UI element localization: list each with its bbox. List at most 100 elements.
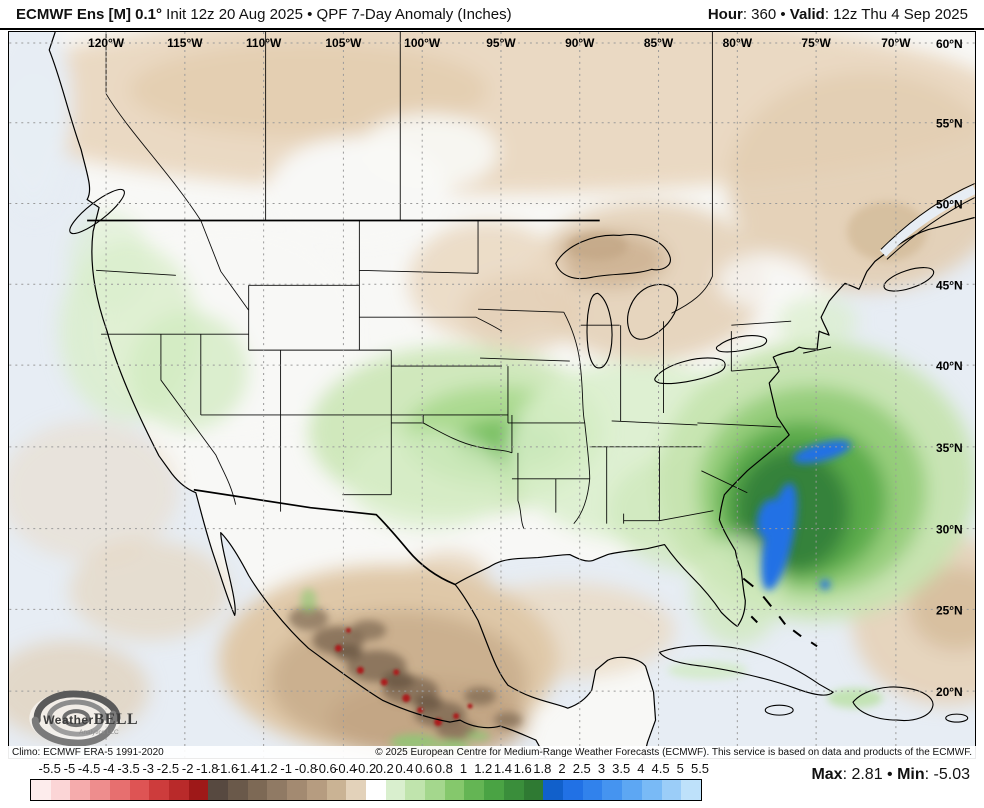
lon-label: 90°W — [565, 36, 595, 50]
legend-tick: 0.6 — [415, 761, 434, 776]
legend-cell — [149, 780, 169, 800]
legend-cell — [31, 780, 51, 800]
hour-value: : 360 — [742, 5, 777, 23]
lat-label: 35°N — [936, 441, 963, 455]
legend-cell — [346, 780, 366, 800]
legend-cell — [90, 780, 110, 800]
legend-cell — [50, 780, 71, 800]
lon-label: 120°W — [88, 36, 125, 50]
copyright-note: © 2025 European Centre for Medium-Range … — [375, 747, 972, 758]
legend-cell — [484, 780, 504, 800]
legend-tick: 2.5 — [572, 761, 591, 776]
lat-label: 45°N — [936, 278, 963, 292]
title-details: Init 12z 20 Aug 2025 • QPF 7-Day Anomaly… — [162, 5, 512, 23]
map-title: ECMWF Ens [M] 0.1° Init 12z 20 Aug 2025 … — [16, 6, 512, 23]
legend-cell — [208, 780, 229, 800]
legend-tick: 1.6 — [513, 761, 532, 776]
hurricane-swirl-icon — [29, 690, 122, 747]
anomaly-map: 120°W 115°W 110°W 105°W 100°W 95°W 90°W 85°W 80°… — [9, 32, 975, 758]
legend-tick: 0.4 — [395, 761, 414, 776]
latlon-grid — [9, 32, 975, 758]
legend-cell — [681, 780, 701, 800]
legend-tick: -1 — [280, 761, 292, 776]
legend-tick: 4 — [637, 761, 645, 776]
legend-cell — [168, 780, 189, 800]
lat-label: 25°N — [936, 603, 963, 617]
map-canvas: 120°W 115°W 110°W 105°W 100°W 95°W 90°W 85°W 80°… — [8, 31, 976, 759]
legend-tick: -5 — [63, 761, 76, 776]
legend-cell — [267, 780, 288, 800]
islands — [69, 188, 969, 723]
legend-colorbar — [30, 779, 702, 801]
min-label: Min — [897, 766, 925, 783]
max-min-readout: Max: 2.81 • Min: -5.03 — [811, 766, 970, 784]
st-lawrence-shore — [880, 183, 975, 260]
legend-tick: 1.2 — [474, 761, 493, 776]
legend-tick: 2 — [558, 761, 566, 776]
bahamas — [742, 577, 818, 648]
legend-tick: -0.6 — [314, 761, 337, 776]
legend-tick: 5.5 — [690, 761, 710, 776]
legend-tick: 4.5 — [651, 761, 670, 776]
legend-cell — [109, 780, 130, 800]
legend-cell — [70, 780, 91, 800]
hispaniola — [852, 686, 934, 722]
map-footnote: Climo: ECMWF ERA-5 1991-2020 © 2025 Euro… — [8, 746, 976, 759]
legend-tick: -1.2 — [255, 761, 278, 776]
international-borders — [87, 219, 600, 586]
legend-tick: -1.4 — [235, 761, 258, 776]
legend-tick: 0.2 — [375, 761, 394, 776]
legend-cell — [562, 780, 583, 800]
legend-cell — [228, 780, 248, 800]
legend-tick: -4.5 — [77, 761, 101, 776]
legend-cell — [582, 780, 603, 800]
legend-cell — [306, 780, 327, 800]
legend-cell — [543, 780, 563, 800]
anomaly-detail-field — [288, 201, 927, 753]
lon-label: 100°W — [404, 36, 441, 50]
legend-cell — [405, 780, 426, 800]
vancouver-island — [69, 188, 125, 235]
legend-tick: -0.4 — [334, 761, 357, 776]
cuba — [658, 645, 834, 696]
legend-tick: 1 — [459, 761, 468, 776]
legend-tick: 0.8 — [434, 761, 453, 776]
legend-cell — [641, 780, 662, 800]
legend-cell — [326, 780, 347, 800]
lat-label: 30°N — [936, 523, 963, 537]
legend-cell — [602, 780, 623, 800]
lat-label: 40°N — [936, 359, 963, 373]
legend-cell — [661, 780, 682, 800]
longitude-labels: 120°W 115°W 110°W 105°W 100°W 95°W 90°W 85°W 80°… — [88, 36, 911, 50]
jamaica — [764, 704, 794, 716]
legend-cell — [425, 780, 445, 800]
latitude-labels: 60°N 55°N 50°N 45°N 40°N 35°N 30°N 25°N 20°N — [936, 37, 963, 699]
legend-cell — [247, 780, 268, 800]
climo-note: Climo: ECMWF ERA-5 1991-2020 — [12, 747, 164, 758]
legend-cell — [464, 780, 485, 800]
legend-cell — [365, 780, 386, 800]
nova-scotia — [883, 267, 935, 292]
lon-label: 95°W — [486, 36, 516, 50]
legend-tick: -3 — [142, 761, 155, 776]
model-name: ECMWF Ens [M] 0.1° — [16, 5, 163, 23]
legend-cell — [503, 780, 524, 800]
lon-label: 105°W — [325, 36, 362, 50]
legend-tick: -1.8 — [196, 761, 219, 776]
colorbar-legend: -5.5 -5 -4.5 -4 -3.5 -3 -2.5 -2 -1.8 -1.6 -1.4 -1.2… — [0, 760, 984, 808]
legend-tick: -1.6 — [215, 761, 239, 776]
min-value: : -5.03 — [924, 766, 970, 783]
lat-label: 55°N — [936, 117, 963, 131]
lat-label: 50°N — [936, 198, 963, 212]
legend-tick: -2.5 — [156, 761, 180, 776]
legend-cell — [287, 780, 307, 800]
extreme-speckles — [334, 627, 473, 727]
lon-label: 75°W — [801, 36, 831, 50]
valid-label: Valid — [789, 5, 825, 23]
logo-text: WeatherBELL — [43, 711, 138, 728]
hour-label: Hour — [707, 5, 743, 23]
legend-tick: -0.8 — [294, 761, 318, 776]
puerto-rico — [945, 713, 969, 723]
valid-value: : 12z Thu 4 Sep 2025 — [824, 5, 968, 23]
